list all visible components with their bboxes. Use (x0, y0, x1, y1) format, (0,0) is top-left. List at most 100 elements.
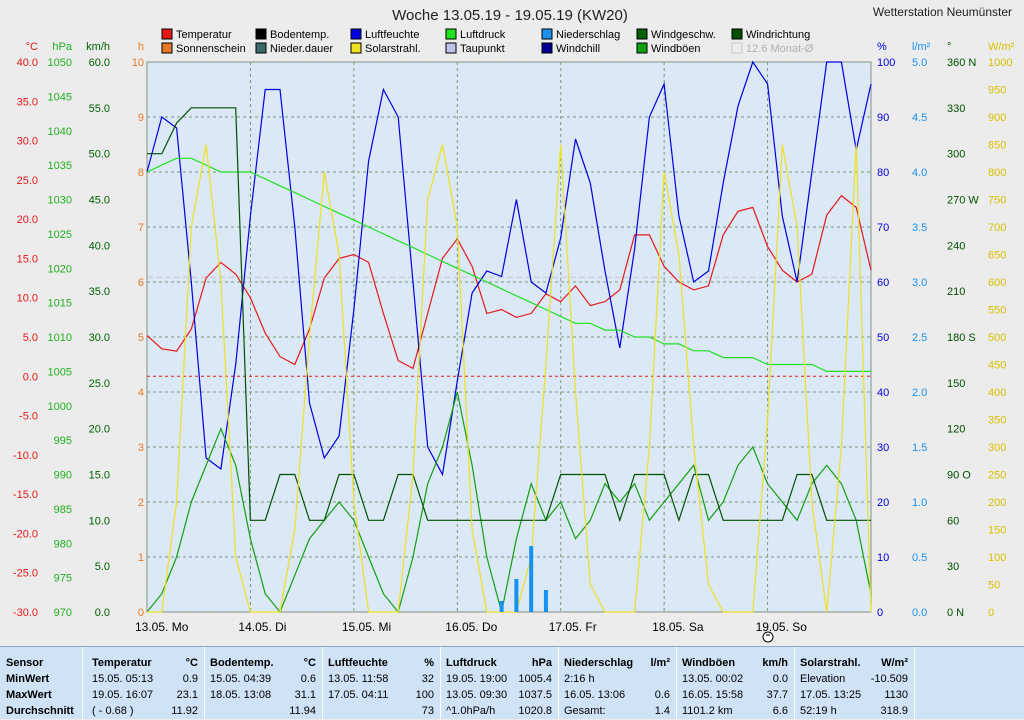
axis-tick-wm2: 600 (988, 277, 1006, 289)
axis-tick-deg: 180 S (947, 332, 976, 344)
stats-header: Luftfeuchte (328, 657, 388, 669)
axis-tick-h: 0 (138, 607, 144, 619)
stats-unit: l/m² (650, 657, 670, 669)
stats-cell-value: 1130 (884, 689, 908, 701)
stats-cell-value: 1005.4 (518, 673, 552, 685)
axis-tick-pct: 70 (877, 222, 889, 234)
x-tick-label: 15.05. Mi (342, 620, 391, 634)
axis-tick-wm2: 650 (988, 250, 1006, 262)
precip-bar (514, 579, 519, 612)
x-tick-label: 18.05. Sa (652, 620, 704, 634)
axis-tick-wm2: 950 (988, 85, 1006, 97)
stats-cell-value: 37.7 (766, 689, 788, 701)
legend-swatch (161, 42, 173, 54)
axis-tick-pct: 80 (877, 167, 889, 179)
axis-tick-wm2: 150 (988, 525, 1006, 537)
axis-tick-hpa: 985 (54, 504, 72, 516)
axis-tick-hpa: 1050 (48, 57, 72, 69)
axis-tick-temp_c: 35.0 (17, 96, 38, 108)
stats-col-niederschlag: Niederschlag l/m² 2:16 h 16.05. 13:06 0.6 Ges… (558, 647, 677, 719)
axis-tick-temp_c: 25.0 (17, 175, 38, 187)
legend-label: Windböen (651, 43, 701, 55)
axis-tick-hpa: 1010 (48, 332, 72, 344)
axis-tick-temp_c: 15.0 (17, 253, 38, 265)
axis-tick-hpa: 1000 (48, 401, 72, 413)
axis-unit-lm2: l/m² (912, 41, 931, 53)
axis-tick-wm2: 0 (988, 607, 994, 619)
axis-tick-lm2: 0.5 (912, 552, 927, 564)
stats-cell-value: 73 (421, 705, 434, 717)
legend-swatch (255, 42, 267, 54)
axis-tick-hpa: 1020 (48, 263, 72, 275)
stats-header: Windböen (682, 657, 736, 669)
stats-cell-value: -10.509 (870, 673, 908, 685)
axis-tick-hpa: 1045 (48, 91, 72, 103)
stats-cell-value: 0.6 (654, 689, 670, 701)
stats-cell-value: 0.6 (300, 673, 316, 685)
stats-cell-label: ( - 0.68 ) (92, 705, 134, 717)
axis-tick-lm2: 2.5 (912, 332, 927, 344)
stats-cell-label: 19.05. 16:07 (92, 689, 154, 701)
stats-cell-value: 31.1 (294, 689, 316, 701)
axes: 40.035.030.025.020.015.010.05.00.0-5.0-1… (13, 41, 1015, 619)
axis-tick-wm2: 500 (988, 332, 1006, 344)
axis-tick-h: 8 (138, 167, 144, 179)
axis-tick-wm2: 800 (988, 167, 1006, 179)
axis-tick-lm2: 3.0 (912, 277, 927, 289)
axis-unit-h: h (138, 41, 144, 53)
axis-tick-hpa: 975 (54, 573, 72, 585)
weather-chart: 40.035.030.025.020.015.010.05.00.0-5.0-1… (12, 5, 1015, 643)
axis-tick-deg: 150 (947, 378, 965, 390)
stats-header: Niederschlag (564, 657, 634, 669)
axis-tick-h: 10 (132, 57, 144, 69)
stats-cell-label: 15.05. 05:13 (92, 673, 154, 685)
axis-unit-kmh: km/h (86, 41, 110, 53)
axis-tick-temp_c: 30.0 (17, 136, 38, 148)
legend-label: Sonnenschein (176, 43, 246, 55)
stats-row-label: MaxWert (6, 689, 52, 701)
stats-cell-label: 19.05. 19:00 (446, 673, 508, 685)
stats-cell-label: 18.05. 13:08 (210, 689, 272, 701)
axis-tick-kmh: 10.0 (89, 515, 110, 527)
axis-tick-hpa: 1030 (48, 195, 72, 207)
axis-tick-kmh: 40.0 (89, 240, 110, 252)
legend-swatch (541, 42, 553, 54)
stats-col-temperatur: Temperatur °C 15.05. 05:13 0.9 19.05. 16:07 2… (86, 647, 205, 719)
axis-tick-wm2: 200 (988, 497, 1006, 509)
axis-tick-temp_c: -30.0 (13, 607, 38, 619)
axis-tick-hpa: 1025 (48, 229, 72, 241)
stats-cell-value: 11.94 (289, 705, 316, 717)
stats-cell-value: 318.9 (880, 705, 908, 717)
axis-tick-kmh: 45.0 (89, 195, 110, 207)
chart-title: Woche 13.05.19 - 19.05.19 (KW20) (392, 7, 628, 24)
x-tick-label: 19.05. So (756, 620, 808, 634)
axis-tick-kmh: 35.0 (89, 286, 110, 298)
axis-tick-deg: 360 N (947, 57, 976, 69)
axis-tick-pct: 90 (877, 112, 889, 124)
axis-tick-temp_c: 0.0 (23, 371, 38, 383)
legend-label: Niederschlag (556, 29, 620, 41)
stats-unit: W/m² (881, 657, 908, 669)
stats-row-label: Durchschnitt (6, 705, 74, 717)
series-line-windben (146, 391, 872, 614)
axis-tick-wm2: 250 (988, 470, 1006, 482)
stats-cell-value: 32 (421, 673, 434, 685)
stats-cell-value: 6.6 (772, 705, 788, 717)
stats-unit: °C (303, 657, 316, 669)
legend-label: 12.6 Monat-Ø (746, 43, 814, 55)
axis-tick-deg: 330 (947, 103, 965, 115)
calendar-icon[interactable] (762, 631, 774, 643)
stats-col-bodentemp: Bodentemp. °C 15.05. 04:39 0.6 18.05. 13:08 3… (204, 647, 323, 719)
axis-tick-hpa: 970 (54, 607, 72, 619)
axis-tick-deg: 30 (947, 561, 959, 573)
axis-tick-wm2: 900 (988, 112, 1006, 124)
stats-cell-label: Gesamt: (564, 705, 606, 717)
series-line-windrichtung (147, 107, 871, 523)
series-line-temperatur (146, 194, 872, 370)
stats-col-sensor: Sensor MinWert MaxWert Durchschnitt (0, 647, 83, 719)
legend-label: Temperatur (176, 29, 232, 41)
legend-swatch (731, 28, 743, 40)
axis-tick-temp_c: -25.0 (13, 568, 38, 580)
axis-tick-lm2: 2.0 (912, 387, 927, 399)
axis-tick-hpa: 980 (54, 538, 72, 550)
